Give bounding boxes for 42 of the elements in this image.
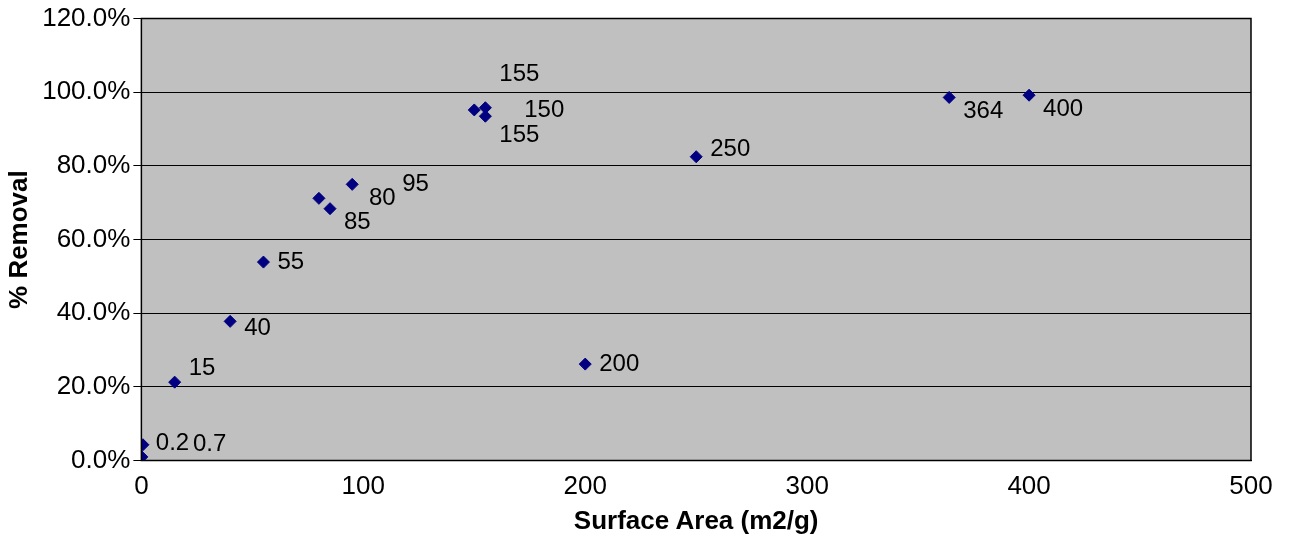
annotation: 155 [499,58,540,86]
annotation: 0.7 [192,429,227,457]
point [345,177,359,191]
x-tick-label: 0 [134,470,149,501]
x-tick-label: 400 [1007,470,1051,501]
point [1022,88,1036,102]
annotation: 80 [368,182,396,210]
y-tick-label: 60.0% [56,222,131,253]
point [323,202,337,216]
point [312,191,326,205]
annotation: 85 [344,207,371,235]
point [256,255,270,269]
x-axis-title: Surface Area (m2/g) [573,504,819,535]
point [467,103,481,117]
annotation: 155 [499,120,540,148]
y-tick-label: 40.0% [56,296,131,327]
point [578,357,592,371]
annotation: 364 [963,96,1004,124]
point [689,150,703,164]
annotation: 200 [599,348,640,376]
point [478,109,492,123]
point [223,314,237,328]
annotation: 55 [277,246,305,274]
annotation: 15 [188,352,216,380]
x-tick-label: 200 [563,470,607,501]
annotation: 0.2 [155,427,190,455]
x-tick-label: 500 [1229,470,1273,501]
annotation: 400 [1043,93,1084,121]
x-tick-label: 300 [785,470,829,501]
annotation: 250 [710,134,751,162]
x-tick-label: 100 [341,470,385,501]
y-tick-label: 120.0% [42,1,131,32]
y-axis-title: % Removal [2,170,33,309]
annotation: 40 [244,312,271,340]
y-tick-label: 80.0% [56,149,131,180]
annotation: 150 [524,94,565,122]
y-tick-label: 20.0% [56,370,131,401]
point [168,375,182,389]
annotation: 95 [402,168,429,196]
y-tick-label: 100.0% [42,75,131,106]
point [942,90,956,104]
y-tick-label: 0.0% [71,443,131,474]
